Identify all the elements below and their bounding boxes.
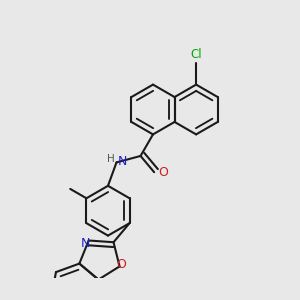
- Text: Cl: Cl: [190, 48, 202, 61]
- Text: H: H: [106, 154, 114, 164]
- Text: O: O: [116, 257, 126, 271]
- Text: O: O: [158, 166, 168, 179]
- Text: N: N: [80, 237, 90, 250]
- Text: N: N: [118, 155, 127, 168]
